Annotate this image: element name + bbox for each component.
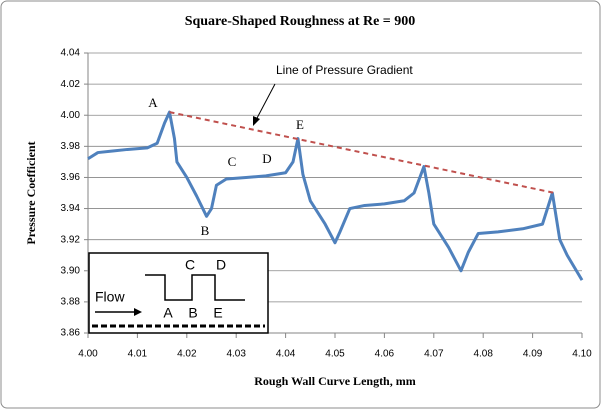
x-tick-label: 4.07 [424, 349, 444, 360]
inset-flow: Flow [95, 289, 125, 305]
y-tick-label: 3.90 [61, 265, 81, 276]
chart-title: Square-Shaped Roughness at Re = 900 [185, 14, 416, 29]
x-tick-label: 4.06 [375, 349, 395, 360]
arrow-shaft [255, 83, 276, 121]
y-axis-label: Pressure Coefficient [24, 141, 38, 244]
inset-arrow-head [134, 308, 142, 316]
inset-label: A [163, 305, 173, 321]
y-tick-label: 4.04 [61, 48, 81, 59]
y-tick-label: 3.94 [61, 203, 81, 214]
y-tick-label: 3.96 [61, 172, 81, 183]
x-tick-label: 4.00 [78, 349, 98, 360]
point-label: C [228, 154, 237, 169]
x-tick-label: 4.10 [572, 349, 592, 360]
inset-box [88, 252, 269, 334]
point-label: B [201, 223, 210, 238]
x-tick-label: 4.09 [523, 349, 543, 360]
x-tick-label: 4.01 [128, 349, 148, 360]
arrow-head [253, 116, 260, 126]
x-tick-label: 4.03 [226, 349, 246, 360]
y-tick-label: 4.00 [61, 110, 81, 121]
inset-profile [145, 274, 245, 301]
x-tick-label: 4.04 [276, 349, 296, 360]
x-tick-label: 4.05 [325, 349, 345, 360]
inset-label: E [213, 305, 222, 321]
inset-label: C [185, 257, 195, 273]
annotation: Line of Pressure Gradient [276, 63, 413, 77]
inset-label: B [188, 305, 197, 321]
point-label: A [148, 95, 158, 110]
x-tick-label: 4.02 [177, 349, 197, 360]
data-line [87, 110, 584, 281]
y-tick-label: 3.98 [61, 141, 81, 152]
inset-label: D [216, 257, 226, 273]
point-label: E [296, 117, 304, 132]
y-tick-label: 3.92 [61, 234, 81, 245]
y-tick-label: 3.88 [61, 297, 81, 308]
x-tick-label: 4.08 [473, 349, 493, 360]
y-tick-label: 4.02 [61, 79, 81, 90]
point-label: D [262, 151, 271, 166]
y-tick-label: 3.86 [61, 328, 81, 339]
gradient-line [169, 111, 556, 194]
x-axis-label: Rough Wall Curve Length, mm [254, 374, 415, 388]
